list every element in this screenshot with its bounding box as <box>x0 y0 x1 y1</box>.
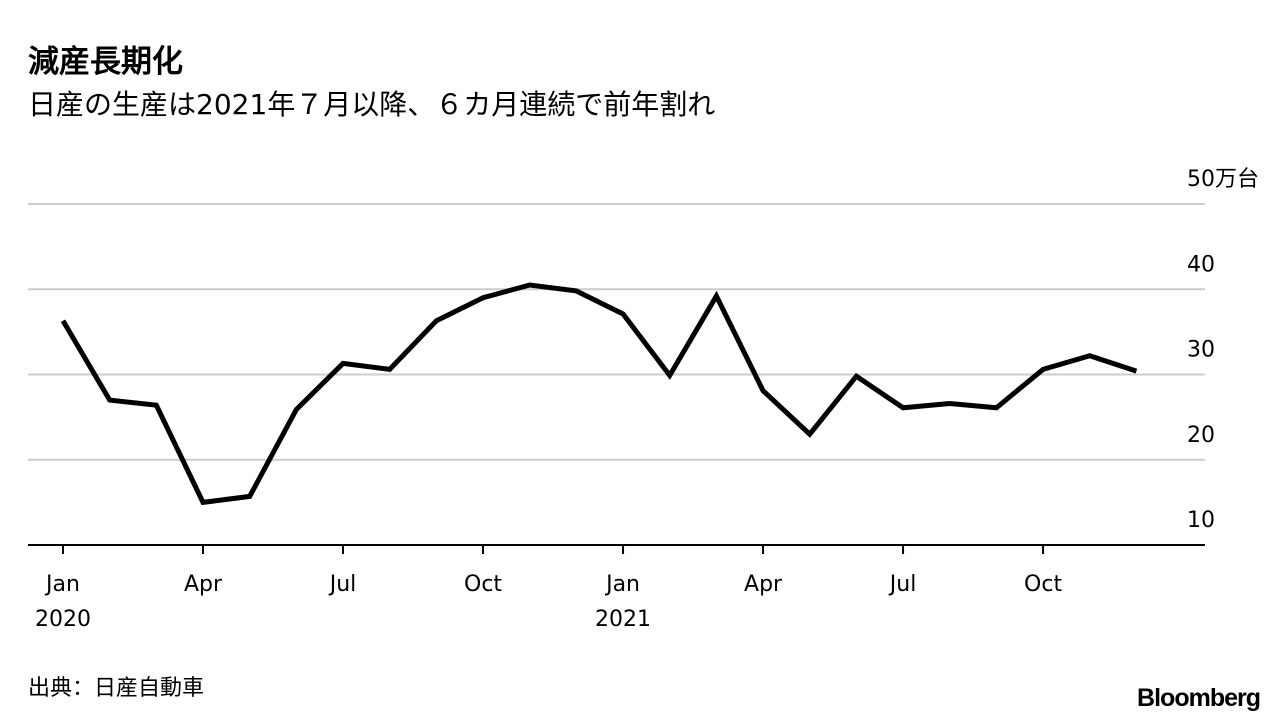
x-tick-label: Apr <box>184 572 223 597</box>
chart-subtitle: 日産の生産は2021年７月以降、６カ月連続で前年割れ <box>28 88 715 121</box>
y-tick-label: 20 <box>1187 423 1215 448</box>
y-tick-label: 50万台 <box>1187 167 1259 192</box>
y-tick-label: 30 <box>1187 338 1215 363</box>
x-tick-label: Jan 2021 <box>595 572 651 632</box>
y-tick-label: 10 <box>1187 508 1215 533</box>
x-tick-label: Jul <box>888 572 917 597</box>
x-tick-label: Oct <box>464 572 502 597</box>
brand: Bloomberg <box>1137 684 1260 712</box>
x-tick-label: Oct <box>1024 572 1062 597</box>
x-tick-label: Jul <box>328 572 357 597</box>
chart-title: 減産長期化 <box>28 44 183 80</box>
data-line <box>60 282 1138 506</box>
x-tick-label: Apr <box>744 572 783 597</box>
y-tick-label: 40 <box>1187 252 1215 277</box>
source: 出典：日産自動車 <box>28 676 204 701</box>
x-tick-label: Jan 2020 <box>35 572 91 632</box>
